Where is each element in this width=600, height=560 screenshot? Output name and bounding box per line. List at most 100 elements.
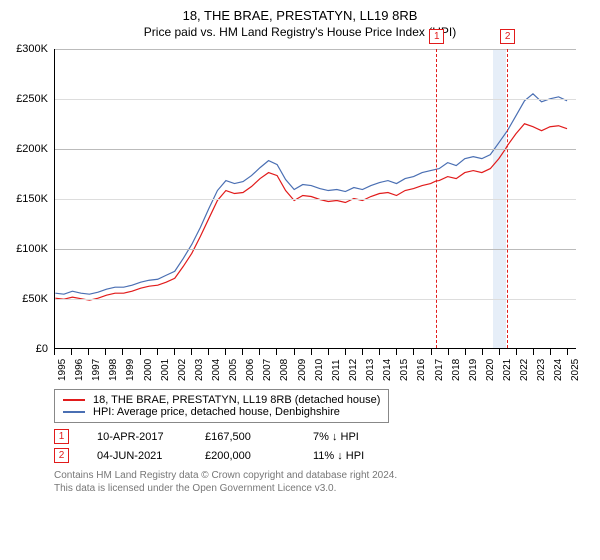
legend-box: 18, THE BRAE, PRESTATYN, LL19 8RB (detac… bbox=[54, 389, 389, 423]
marker-line bbox=[436, 49, 437, 348]
x-axis-tick bbox=[345, 349, 346, 355]
transaction-delta: 7% ↓ HPI bbox=[313, 431, 393, 443]
x-axis-label: 2002 bbox=[177, 359, 188, 381]
x-axis-label: 1996 bbox=[74, 359, 85, 381]
x-axis-label: 2015 bbox=[399, 359, 410, 381]
grid-line bbox=[55, 249, 576, 250]
x-axis-tick bbox=[567, 349, 568, 355]
transaction-row: 1 10-APR-2017 £167,500 7% ↓ HPI bbox=[54, 429, 586, 444]
transaction-marker: 1 bbox=[54, 429, 69, 444]
y-axis-label: £100K bbox=[16, 243, 48, 255]
x-axis-tick bbox=[362, 349, 363, 355]
x-axis-label: 2010 bbox=[314, 359, 325, 381]
x-axis-tick bbox=[499, 349, 500, 355]
x-axis-tick bbox=[465, 349, 466, 355]
plot-region: 12 bbox=[54, 49, 576, 349]
grid-line bbox=[55, 49, 576, 50]
x-axis-tick bbox=[71, 349, 72, 355]
line-series bbox=[55, 94, 567, 294]
transaction-price: £200,000 bbox=[205, 450, 285, 462]
x-axis-label: 2014 bbox=[382, 359, 393, 381]
x-axis-label: 2005 bbox=[228, 359, 239, 381]
x-axis-tick bbox=[482, 349, 483, 355]
attribution-line-2: This data is licensed under the Open Gov… bbox=[54, 482, 586, 495]
x-axis-tick bbox=[396, 349, 397, 355]
x-axis-tick bbox=[379, 349, 380, 355]
y-axis-label: £50K bbox=[22, 293, 48, 305]
x-axis-tick bbox=[328, 349, 329, 355]
x-axis-tick bbox=[242, 349, 243, 355]
attribution: Contains HM Land Registry data © Crown c… bbox=[54, 469, 586, 495]
transaction-delta: 11% ↓ HPI bbox=[313, 450, 393, 462]
x-axis-tick bbox=[448, 349, 449, 355]
x-axis-label: 2004 bbox=[211, 359, 222, 381]
legend-label: 18, THE BRAE, PRESTATYN, LL19 8RB (detac… bbox=[93, 394, 380, 406]
x-axis-label: 2011 bbox=[331, 359, 342, 381]
marker-label: 1 bbox=[429, 29, 444, 44]
line-series bbox=[55, 124, 567, 300]
grid-line bbox=[55, 99, 576, 100]
x-axis-tick bbox=[431, 349, 432, 355]
x-axis-label: 2025 bbox=[570, 359, 581, 381]
transaction-date: 04-JUN-2021 bbox=[97, 450, 177, 462]
legend-label: HPI: Average price, detached house, Denb… bbox=[93, 406, 340, 418]
transaction-marker: 2 bbox=[54, 448, 69, 463]
x-axis-label: 2016 bbox=[416, 359, 427, 381]
x-axis-tick bbox=[54, 349, 55, 355]
x-axis-tick bbox=[259, 349, 260, 355]
x-axis-tick bbox=[122, 349, 123, 355]
y-axis-label: £0 bbox=[36, 343, 48, 355]
x-axis-tick bbox=[413, 349, 414, 355]
grid-line bbox=[55, 299, 576, 300]
legend-row: 18, THE BRAE, PRESTATYN, LL19 8RB (detac… bbox=[63, 394, 380, 406]
x-axis-label: 1995 bbox=[57, 359, 68, 381]
x-axis-tick bbox=[311, 349, 312, 355]
transactions-table: 1 10-APR-2017 £167,500 7% ↓ HPI 2 04-JUN-2021… bbox=[54, 429, 586, 463]
x-axis-label: 2008 bbox=[279, 359, 290, 381]
x-axis-label: 1999 bbox=[125, 359, 136, 381]
x-axis-label: 2018 bbox=[451, 359, 462, 381]
x-axis-tick bbox=[88, 349, 89, 355]
y-axis: £0£50K£100K£150K£200K£250K£300K bbox=[14, 49, 52, 349]
legend-swatch bbox=[63, 399, 85, 401]
marker-line bbox=[507, 49, 508, 348]
x-axis-label: 2006 bbox=[245, 359, 256, 381]
transaction-date: 10-APR-2017 bbox=[97, 431, 177, 443]
marker-label: 2 bbox=[500, 29, 515, 44]
x-axis-label: 2003 bbox=[194, 359, 205, 381]
chart-title: 18, THE BRAE, PRESTATYN, LL19 8RB bbox=[14, 8, 586, 23]
y-axis-label: £300K bbox=[16, 43, 48, 55]
y-axis-label: £200K bbox=[16, 143, 48, 155]
chart-area: £0 £50K £100K £150K £200K £250K £300K 12 1995 1… bbox=[14, 45, 586, 385]
x-axis-tick bbox=[105, 349, 106, 355]
transaction-row: 2 04-JUN-2021 £200,000 11% ↓ HPI bbox=[54, 448, 586, 463]
x-axis-tick bbox=[276, 349, 277, 355]
x-axis-label: 1998 bbox=[108, 359, 119, 381]
x-axis-tick bbox=[533, 349, 534, 355]
x-axis-tick bbox=[550, 349, 551, 355]
legend-row: HPI: Average price, detached house, Denb… bbox=[63, 406, 380, 418]
x-axis-label: 2013 bbox=[365, 359, 376, 381]
y-axis-label: £250K bbox=[16, 93, 48, 105]
x-axis-label: 2001 bbox=[160, 359, 171, 381]
x-axis-tick bbox=[191, 349, 192, 355]
legend-swatch bbox=[63, 411, 85, 413]
x-axis-label: 2017 bbox=[434, 359, 445, 381]
x-axis-label: 2020 bbox=[485, 359, 496, 381]
x-axis-label: 2022 bbox=[519, 359, 530, 381]
x-axis-tick bbox=[208, 349, 209, 355]
transaction-price: £167,500 bbox=[205, 431, 285, 443]
grid-line bbox=[55, 149, 576, 150]
x-axis-label: 2021 bbox=[502, 359, 513, 381]
y-axis-label: £150K bbox=[16, 193, 48, 205]
x-axis-label: 2019 bbox=[468, 359, 479, 381]
x-axis-label: 2007 bbox=[262, 359, 273, 381]
chart-page: 18, THE BRAE, PRESTATYN, LL19 8RB Price … bbox=[0, 0, 600, 560]
x-axis-label: 2012 bbox=[348, 359, 359, 381]
x-axis-tick bbox=[225, 349, 226, 355]
x-axis-tick bbox=[140, 349, 141, 355]
x-axis-label: 2023 bbox=[536, 359, 547, 381]
x-axis: 1995199619971998199920002001200220032004… bbox=[54, 351, 576, 385]
grid-line bbox=[55, 199, 576, 200]
x-axis-label: 2000 bbox=[143, 359, 154, 381]
